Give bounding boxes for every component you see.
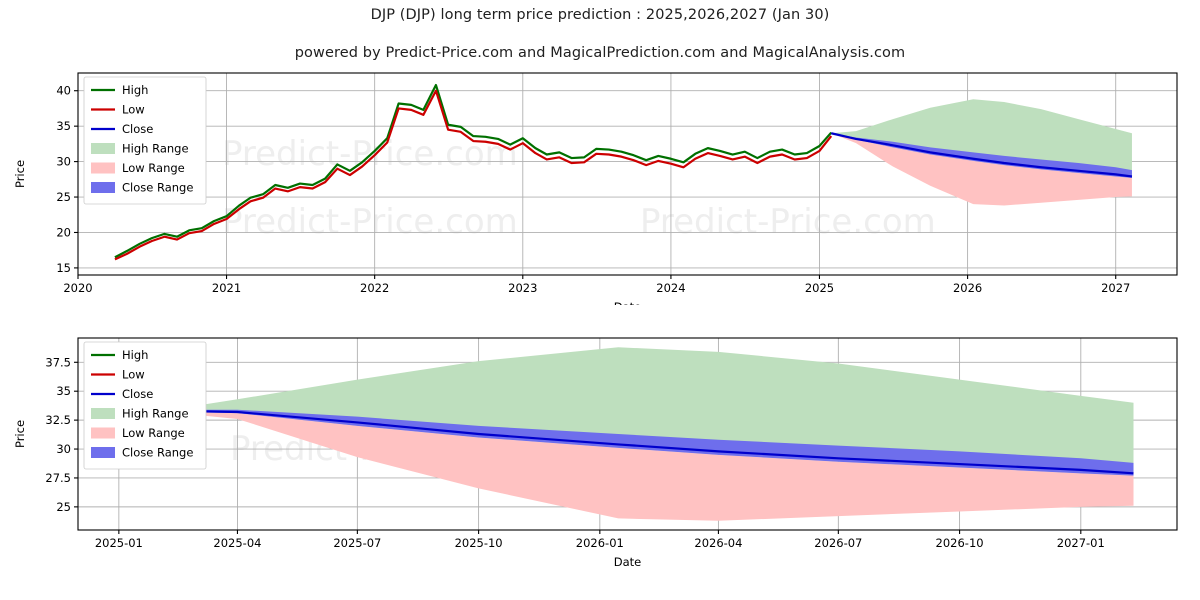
legend-item-label: Low [122,103,145,117]
x-tick-label: 2025-01 [95,536,143,550]
plot-border [77,337,1178,531]
legend: High Low Close High Range Low Range Close Ran… [83,76,207,205]
gridlines [77,73,1177,275]
y-tick-label: 37.5 [45,355,71,369]
x-tick-label: 2021 [212,281,241,295]
x-tick-label: 2026-10 [936,536,984,550]
legend-item-label: Close [122,122,153,136]
y-axis-label: Price [13,160,27,188]
low-range-band [178,412,1134,521]
axes: 25 27.5 30 32.5 35 37.5 2025-01 2025-04 2025-07 2… [45,355,1104,550]
x-tick-label: 2026-04 [694,536,742,550]
legend-swatch-patch [91,162,115,174]
x-tick-label: 2026-07 [814,536,862,550]
svg-text:Predict-Price.com: Predict-Price.com [640,202,936,242]
x-tick-label: 2020 [63,281,92,295]
history-high-line [114,83,833,259]
x-axis-label: Date [614,555,642,569]
high-range-band [178,347,1134,476]
history-low-line [114,89,833,261]
legend-item-label: High [122,83,148,97]
legend-swatch-patch [91,182,115,193]
x-tick-label: 2025-04 [213,536,261,550]
legend-item-label: Close [122,387,153,401]
legend-item-label: High [122,348,148,362]
x-axis-label: Date [614,300,642,305]
low-range-band [831,133,1132,206]
x-tick-label: 2025-10 [455,536,503,550]
svg-text:Predict-Price.com: Predict-Price.com [222,202,518,242]
y-tick-label: 25 [56,500,71,514]
x-tick-label: 2025-07 [333,536,381,550]
x-tick-label: 2024 [656,281,685,295]
y-tick-label: 30 [56,155,71,169]
y-tick-label: 25 [56,190,71,204]
y-axis-label: Price [13,420,27,448]
close-forecast-line [830,132,1133,178]
legend-item-label: High Range [122,142,189,156]
x-tick-label: 2027 [1101,281,1130,295]
legend-item-label: Low [122,368,145,382]
x-tick-label: 2027-01 [1057,536,1105,550]
legend-item-label: High Range [122,407,189,421]
y-tick-label: 32.5 [45,413,71,427]
legend-item-label: Low Range [122,426,185,440]
close-range-band [178,409,1134,476]
forecast-detail-chart: Predict-Price.com2527.53032.53537.52025-… [13,337,1178,569]
legend-swatch-patch [91,447,115,458]
x-tick-label: 2023 [508,281,537,295]
legend-item-label: Low Range [122,161,185,175]
y-tick-label: 35 [56,384,71,398]
plot-border [77,72,1178,276]
close-forecast-line [178,409,1134,475]
close-range-band [831,133,1132,178]
x-tick-label: 2026-01 [576,536,624,550]
y-tick-label: 40 [56,84,71,98]
x-tick-label: 2025 [805,281,834,295]
legend-item-label: Close Range [122,181,193,195]
y-tick-label: 20 [56,225,71,239]
x-tick-label: 2026 [953,281,982,295]
legend-swatch-patch [91,408,115,419]
figure-title: DJP (DJP) long term price prediction : 2… [370,7,830,23]
legend-item-label: Close Range [122,446,193,460]
legend-swatch-patch [91,143,115,154]
y-tick-label: 27.5 [45,471,71,485]
high-range-band [831,99,1132,178]
y-tick-label: 35 [56,119,71,133]
y-tick-label: 30 [56,442,71,456]
y-tick-label: 15 [56,261,71,275]
figure-subtitle: powered by Predict-Price.com and Magical… [294,45,906,61]
legend: High Low Close High Range Low Range Close Ran… [83,341,207,470]
x-tick-label: 2022 [360,281,389,295]
legend-swatch-patch [91,427,115,439]
